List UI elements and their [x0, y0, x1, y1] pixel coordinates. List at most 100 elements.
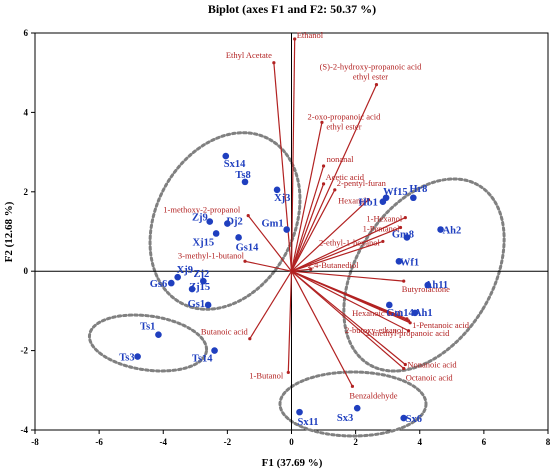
- variable-vector-tip: [350, 384, 355, 388]
- observation-ah2: Ah2: [437, 226, 461, 237]
- y-tick-label: 4: [24, 107, 29, 117]
- variable-vector-line: [249, 270, 293, 340]
- observation-gm1: Gm1: [262, 219, 290, 233]
- variable-label: 1-Pentanoic acid: [412, 320, 470, 330]
- observation-label: Xj9: [177, 265, 193, 276]
- variable-vector-line: [290, 38, 296, 272]
- y-tick-label: 2: [24, 187, 29, 197]
- observation-label: Sx14: [224, 159, 246, 170]
- observation-ah1: Ah1: [411, 308, 433, 319]
- observation-wf1: Wf1: [395, 257, 419, 268]
- observation-point: [353, 404, 361, 412]
- observation-sx14: Sx14: [222, 152, 246, 170]
- variable-butyrolactone: Butyrolactone: [291, 270, 450, 294]
- variable-vector-tip: [309, 267, 313, 271]
- variable-label: nonanal: [327, 154, 355, 164]
- observation-point: [224, 220, 231, 227]
- variable-label: 1-methoxy-2-propanol: [163, 205, 241, 215]
- variable-3-methyl-1-butanol: 3-methyl-1-butanol: [178, 250, 292, 272]
- group-ellipse-1: [87, 313, 209, 373]
- variable-label: Nonanoic acid: [407, 359, 457, 369]
- observation-ts1: Ts1: [140, 322, 162, 339]
- variable-vector-line: [291, 268, 311, 272]
- observation-point: [188, 285, 196, 293]
- variable-vector-tip: [381, 239, 385, 244]
- observation-hr8: Hr8: [409, 184, 427, 202]
- variable-2-ethyl-1-hexanol: 2-ethyl-1-hexanol: [291, 237, 385, 272]
- observation-sx11: Sx11: [296, 408, 319, 428]
- variable-vector-line: [273, 62, 293, 272]
- observation-point: [296, 408, 303, 416]
- observation-gs1: Gs1: [188, 299, 212, 310]
- observation-label: Wf15: [383, 187, 408, 198]
- observation-label: Zj15: [189, 282, 210, 293]
- observation-label: Ts1: [140, 322, 155, 333]
- x-axis-label: F1 (37.69 %): [262, 457, 323, 469]
- y-tick-label: 0: [24, 266, 29, 276]
- variable-vector-line: [291, 226, 401, 272]
- variable-vector-line: [291, 270, 404, 282]
- variable-label: Ethyl Acetate: [226, 50, 272, 60]
- variable-label: 2-oxo-propanoic acid ethyl ester: [307, 111, 381, 131]
- variable-2-methyl-propanoic-acid: 2-methyl-propanoic acid: [291, 270, 451, 338]
- observation-label: Gs1: [188, 299, 206, 310]
- variable-label: Butanoic acid: [201, 327, 249, 337]
- observation-gm8: Gm8: [392, 229, 414, 241]
- variable-vector-line: [290, 122, 323, 272]
- observation-point: [222, 152, 230, 160]
- variable-benzaldehyde: Benzaldehyde: [290, 270, 398, 400]
- observation-label: Gm1: [262, 219, 284, 230]
- variable-vector-tip: [402, 279, 406, 283]
- x-tick-label: -8: [31, 437, 39, 447]
- observation-xj3: Xj3: [273, 186, 290, 204]
- variable-vector-line: [290, 189, 336, 272]
- variable-vector-tip: [248, 337, 252, 341]
- observation-ts8: Ts8: [235, 170, 251, 186]
- variable-vector-line: [287, 271, 293, 373]
- variable-vector-tip: [272, 61, 276, 65]
- variable-vector-line: [291, 199, 369, 272]
- observation-label: Xj3: [274, 193, 290, 204]
- variable-vector-tip: [403, 362, 407, 367]
- variable-label: Butyrolactone: [402, 284, 450, 294]
- observation-gs14: Gs14: [235, 234, 259, 253]
- variable-vector-tip: [321, 182, 326, 186]
- variable-vector-line: [291, 270, 406, 365]
- variable-ethyl-acetate: Ethyl Acetate: [226, 50, 293, 272]
- variable-vector-line: [291, 270, 409, 332]
- variable-vector-line: [244, 260, 292, 272]
- observation-zj15: Zj15: [188, 282, 210, 293]
- observation-label: Ah2: [443, 226, 462, 237]
- variable-label: (S)-2-hydroxy-propanoic acid ethyl ester: [320, 62, 422, 82]
- observation-label: Wf1: [400, 257, 419, 268]
- variable-1-hexanol: 1-Hexanol: [291, 214, 407, 272]
- variable-label: 2-ethyl-1-hexanol: [319, 237, 381, 247]
- variable-nonanoic-acid: Nonanoic acid: [291, 270, 457, 369]
- variable-label: 2-pentyl-furan: [337, 178, 387, 188]
- observation-xj15: Xj15: [193, 230, 220, 248]
- variable-vector-line: [291, 217, 406, 272]
- observation-label: Ts8: [235, 170, 250, 181]
- observation-point: [283, 226, 290, 233]
- observation-point: [403, 234, 411, 241]
- variable-hexanal: Hexanal: [291, 196, 371, 272]
- variable-vector-line: [291, 270, 405, 369]
- group-ellipse-4: [278, 370, 428, 438]
- x-tick-label: 4: [418, 437, 423, 447]
- observation-sx3: Sx3: [337, 404, 361, 424]
- observation-point: [273, 186, 281, 194]
- variable-1-butanol: 1-Butanol: [249, 271, 293, 380]
- variable-label: 2-methyl-propanoic acid: [366, 328, 451, 338]
- observation-point: [204, 301, 212, 309]
- variable-label: 1-Butanol: [249, 370, 284, 380]
- variable-vector-tip: [293, 37, 297, 41]
- observation-point: [167, 279, 175, 287]
- observation-zj9: Zj9: [192, 213, 214, 225]
- observation-point: [400, 414, 408, 422]
- observation-label: Sx11: [298, 417, 319, 428]
- observation-label: Zj9: [192, 213, 208, 224]
- observation-point: [235, 234, 242, 241]
- observation-label: Gm8: [392, 229, 414, 240]
- observation-point: [211, 347, 218, 354]
